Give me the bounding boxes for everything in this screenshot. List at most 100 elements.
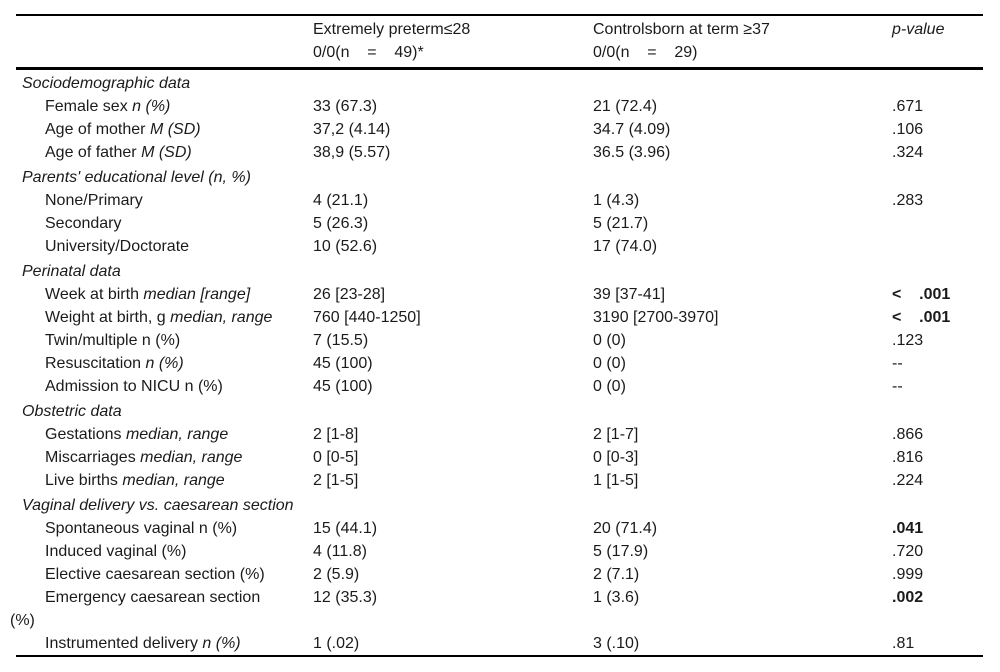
value-control: 21 (72.4)	[593, 98, 658, 115]
table-row: University/Doctorate 10 (52.6) 17 (74.0)	[0, 235, 1000, 258]
section-header-row: Obstetric data	[0, 398, 1000, 423]
value-p: .866	[892, 426, 924, 443]
value-preterm: 15 (44.1)	[313, 520, 378, 537]
row-label: Induced vaginal (%)	[45, 543, 187, 560]
row-label: Secondary	[45, 215, 122, 232]
value-preterm: 2 (5.9)	[313, 566, 360, 583]
section-title: Perinatal data	[22, 263, 121, 280]
section-title: Vaginal delivery vs. caesarean section	[22, 497, 294, 514]
value-p: < .001	[892, 309, 951, 326]
value-p: .999	[892, 566, 924, 583]
value-preterm: 38,9 (5.57)	[313, 144, 391, 161]
table-header-row: Extremely preterm≤28 0/0(n = 49)* Contro…	[0, 16, 1000, 64]
value-control: 34.7 (4.09)	[593, 121, 671, 138]
value-control: 2 [1-7]	[593, 426, 639, 443]
header-preterm-group: Extremely preterm≤28 0/0(n = 49)*	[313, 18, 593, 64]
value-control: 0 (0)	[593, 355, 626, 372]
table-row: Miscarriages median, range 0 [0-5] 0 [0-…	[0, 446, 1000, 469]
row-label: Instrumented delivery n (%)	[45, 635, 241, 652]
value-control: 0 (0)	[593, 332, 626, 349]
value-p: .671	[892, 98, 924, 115]
table-row: Emergency caesarean section (%) 12 (35.3…	[0, 586, 1000, 632]
value-control: 0 [0-3]	[593, 449, 639, 466]
row-label: Spontaneous vaginal n (%)	[45, 520, 238, 537]
section-header-row: Vaginal delivery vs. caesarean section	[0, 492, 1000, 517]
row-label: None/Primary	[45, 192, 143, 209]
value-p: .224	[892, 472, 924, 489]
header-preterm-line1: Extremely preterm≤28	[313, 21, 471, 38]
value-preterm: 5 (26.3)	[313, 215, 369, 232]
row-label: Admission to NICU n (%)	[45, 378, 223, 395]
table-bottom-rule	[16, 655, 983, 657]
table-row: Spontaneous vaginal n (%) 15 (44.1) 20 (…	[0, 517, 1000, 540]
header-control-group: Controlsborn at term ≥37 0/0(n = 29)	[593, 18, 892, 64]
value-p: .283	[892, 192, 924, 209]
table-row: Age of father M (SD) 38,9 (5.57) 36.5 (3…	[0, 141, 1000, 164]
value-preterm: 4 (21.1)	[313, 192, 369, 209]
value-control: 3190 [2700-3970]	[593, 309, 719, 326]
value-p: .106	[892, 121, 924, 138]
table-row: Induced vaginal (%) 4 (11.8) 5 (17.9) .7…	[0, 540, 1000, 563]
value-control: 39 [37-41]	[593, 286, 666, 303]
row-label: Elective caesarean section (%)	[45, 566, 265, 583]
value-control: 3 (.10)	[593, 635, 640, 652]
value-preterm: 760 [440-1250]	[313, 309, 421, 326]
table-header-rule	[16, 67, 983, 70]
value-control: 5 (17.9)	[593, 543, 649, 560]
header-control-line2: 0/0(n = 29)	[593, 44, 698, 61]
header-control-line1: Controlsborn at term ≥37	[593, 21, 770, 38]
table-row: Live births median, range 2 [1-5] 1 [1-5…	[0, 469, 1000, 492]
value-control: 1 [1-5]	[593, 472, 639, 489]
table-row: Elective caesarean section (%) 2 (5.9) 2…	[0, 563, 1000, 586]
value-p: --	[892, 355, 903, 372]
value-control: 5 (21.7)	[593, 215, 649, 232]
value-preterm: 4 (11.8)	[313, 543, 367, 560]
value-p: .720	[892, 543, 924, 560]
value-p: .002	[892, 589, 924, 606]
value-p: --	[892, 378, 903, 395]
table-row: Instrumented delivery n (%) 1 (.02) 3 (.…	[0, 632, 1000, 655]
value-control: 1 (4.3)	[593, 192, 640, 209]
value-preterm: 33 (67.3)	[313, 98, 378, 115]
row-label: Emergency caesarean section (%)	[10, 589, 261, 629]
value-preterm: 45 (100)	[313, 355, 373, 372]
section-header-row: Perinatal data	[0, 258, 1000, 283]
value-p: .041	[892, 520, 924, 537]
value-p: .123	[892, 332, 924, 349]
value-preterm: 2 [1-8]	[313, 426, 359, 443]
value-p: .816	[892, 449, 924, 466]
paper-table: Extremely preterm≤28 0/0(n = 49)* Contro…	[0, 14, 1000, 657]
row-label: Twin/multiple n (%)	[45, 332, 181, 349]
value-preterm: 2 [1-5]	[313, 472, 359, 489]
table-row: Secondary 5 (26.3) 5 (21.7)	[0, 212, 1000, 235]
value-preterm: 26 [23-28]	[313, 286, 386, 303]
value-p: .324	[892, 144, 924, 161]
table-row: None/Primary 4 (21.1) 1 (4.3) .283	[0, 189, 1000, 212]
value-control: 0 (0)	[593, 378, 626, 395]
table-row: Week at birth median [range] 26 [23-28] …	[0, 283, 1000, 306]
row-label: Gestations median, range	[45, 426, 229, 443]
row-label: University/Doctorate	[45, 238, 190, 255]
value-control: 20 (71.4)	[593, 520, 658, 537]
value-preterm: 0 [0-5]	[313, 449, 359, 466]
row-label: Miscarriages median, range	[45, 449, 243, 466]
row-label: Week at birth median [range]	[45, 286, 251, 303]
value-preterm: 7 (15.5)	[313, 332, 369, 349]
table-row: Weight at birth, g median, range 760 [44…	[0, 306, 1000, 329]
value-preterm: 12 (35.3)	[313, 589, 378, 606]
table-row: Female sex n (%) 33 (67.3) 21 (72.4) .67…	[0, 95, 1000, 118]
section-title: Obstetric data	[22, 403, 122, 420]
table-row: Age of mother M (SD) 37,2 (4.14) 34.7 (4…	[0, 118, 1000, 141]
row-label: Age of father M (SD)	[45, 144, 192, 161]
row-label: Live births median, range	[45, 472, 225, 489]
value-preterm: 37,2 (4.14)	[313, 121, 391, 138]
value-p: < .001	[892, 286, 951, 303]
table-row: Resuscitation n (%) 45 (100) 0 (0) --	[0, 352, 1000, 375]
value-preterm: 10 (52.6)	[313, 238, 378, 255]
value-control: 2 (7.1)	[593, 566, 640, 583]
value-control: 36.5 (3.96)	[593, 144, 671, 161]
table-top-rule	[16, 14, 983, 16]
header-pvalue: p-value	[892, 21, 945, 38]
header-preterm-line2: 0/0(n = 49)*	[313, 44, 424, 61]
row-label: Resuscitation n (%)	[45, 355, 184, 372]
